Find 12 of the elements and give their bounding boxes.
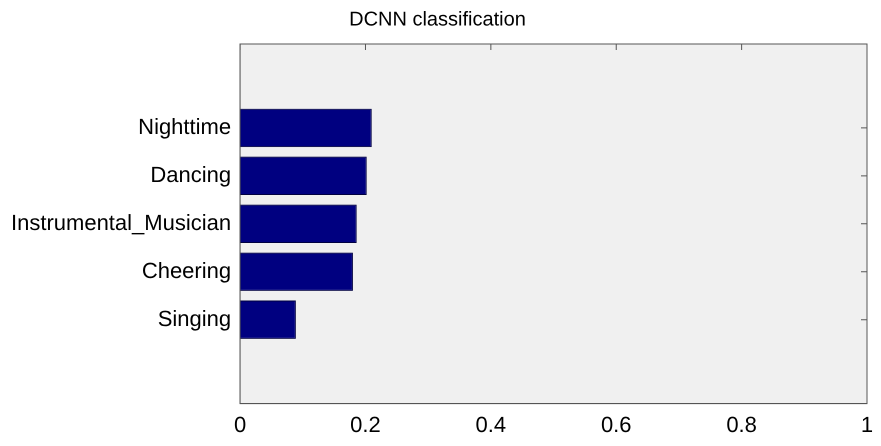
y-tick-label: Cheering bbox=[142, 258, 232, 283]
y-tick-label: Dancing bbox=[150, 162, 232, 187]
x-tick-label: 0.2 bbox=[350, 412, 381, 437]
y-tick-label: Instrumental_Musician bbox=[10, 210, 232, 235]
chart-title: DCNN classification bbox=[349, 8, 526, 31]
x-tick-label: 0.6 bbox=[600, 412, 632, 437]
y-tick-label: Singing bbox=[158, 306, 232, 331]
x-tick-label: 0.4 bbox=[476, 412, 506, 437]
x-tick-label: 0 bbox=[234, 412, 246, 437]
y-tick-label: Nighttime bbox=[138, 114, 232, 139]
x-tick-label: 0.8 bbox=[726, 412, 757, 437]
x-tick-label: 1 bbox=[860, 412, 874, 437]
